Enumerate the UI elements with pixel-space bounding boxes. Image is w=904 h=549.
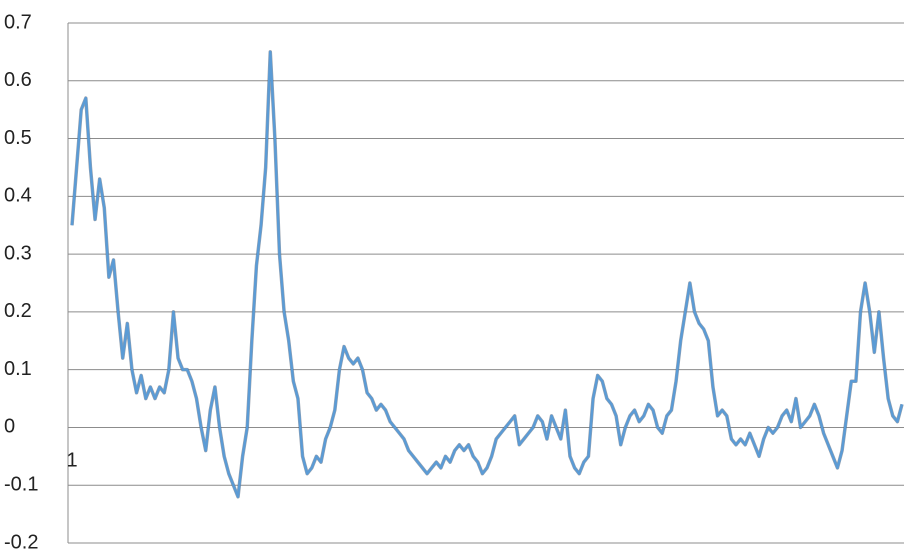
y-tick-label: 0.6 (4, 69, 32, 91)
y-tick-label: -0.1 (4, 474, 38, 496)
y-tick-label: 0.3 (4, 242, 32, 264)
y-tick-label: 0.1 (4, 358, 32, 380)
data-line (70, 50, 904, 499)
labels: -0.2 -0.1 0 0.1 0.2 0.3 0.4 0.5 0.6 0.7 1 (4, 11, 78, 549)
x-tick-label: 1 (66, 450, 77, 472)
y-tick-label: 0.5 (4, 127, 32, 149)
y-tick-label: 0.2 (4, 300, 32, 322)
y-tick-label: -0.2 (4, 531, 38, 549)
y-tick-label: 0 (4, 416, 15, 438)
y-tick-label: 0.7 (4, 11, 32, 33)
y-tick-label: 0.4 (4, 185, 32, 207)
plot-area (70, 50, 904, 499)
